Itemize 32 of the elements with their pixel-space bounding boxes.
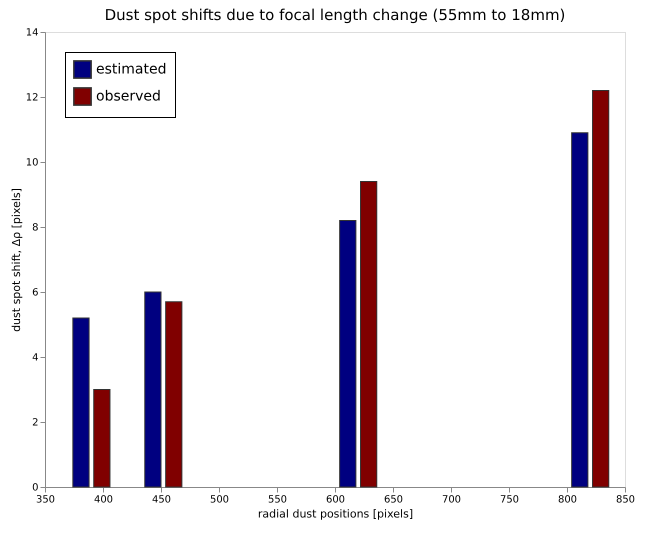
x-tick-label: 750 <box>500 494 520 506</box>
bar <box>360 181 378 488</box>
x-tick-label: 550 <box>268 494 288 506</box>
x-tick-label: 500 <box>210 494 230 506</box>
y-tick-label: 0 <box>32 482 38 494</box>
x-tick-label: 600 <box>326 494 346 506</box>
y-axis-title: dust spot shift, Δρ [pixels] <box>10 188 23 332</box>
x-axis-title: radial dust positions [pixels] <box>258 508 414 520</box>
bar <box>592 90 610 488</box>
y-tick-label: 14 <box>26 28 38 38</box>
y-tick-label: 10 <box>26 158 38 168</box>
bar <box>339 220 356 488</box>
x-tick-label: 400 <box>94 494 114 506</box>
bar <box>72 318 90 488</box>
x-tick-label: 850 <box>616 494 636 506</box>
bar <box>93 389 110 488</box>
y-tick-label: 12 <box>26 92 38 104</box>
chart-title: Dust spot shifts due to focal length change (55mm to 18mm) <box>104 6 566 24</box>
y-tick-label: 2 <box>32 418 38 428</box>
legend-label: observed <box>96 88 161 104</box>
legend-label: estimated <box>96 62 166 78</box>
bar <box>144 292 162 488</box>
x-tick-label: 650 <box>384 494 404 506</box>
bar <box>571 132 588 488</box>
x-tick-label: 350 <box>36 494 56 506</box>
y-tick-label: 8 <box>32 222 38 234</box>
bar <box>165 301 182 488</box>
y-tick-label: 4 <box>32 352 38 364</box>
x-tick-label: 800 <box>558 494 578 506</box>
y-tick-label: 6 <box>32 288 38 298</box>
x-tick-label: 450 <box>152 494 172 506</box>
x-tick-label: 700 <box>442 494 462 506</box>
